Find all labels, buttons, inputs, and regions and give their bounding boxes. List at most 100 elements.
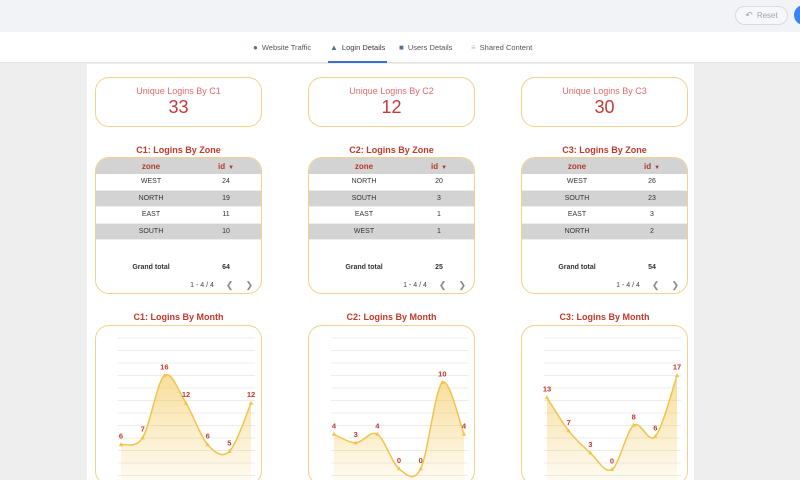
data-point bbox=[566, 428, 571, 433]
series-area bbox=[334, 382, 464, 480]
chart-title-c2: C2: Logins By Month bbox=[346, 312, 437, 322]
line-chart-c2: 4 3 4 0 0 10 4 bbox=[308, 325, 475, 480]
data-label: 3 bbox=[354, 430, 358, 439]
cell-zone: EAST bbox=[354, 211, 374, 219]
kpi-value: 12 bbox=[381, 97, 402, 117]
cell-id: 11 bbox=[222, 211, 230, 219]
tab-users-details[interactable]: ■ Users Details bbox=[399, 32, 452, 63]
kpi-value: 30 bbox=[594, 97, 615, 117]
line-chart-c3: 13 7 3 0 8 6 17 bbox=[521, 325, 688, 480]
cell-zone: NORTH bbox=[351, 178, 377, 186]
kpi-value: 33 bbox=[168, 97, 189, 117]
data-label: 4 bbox=[332, 421, 337, 430]
column-header-zone[interactable]: zone bbox=[141, 161, 161, 171]
cell-id: 3 bbox=[437, 194, 441, 202]
cell-zone: WEST bbox=[140, 178, 162, 186]
column-header-id[interactable]: id ▼ bbox=[419, 162, 459, 171]
table-row: SOUTH 3 bbox=[309, 190, 474, 207]
cell-id: 23 bbox=[648, 194, 656, 202]
cell-zone: NORTH bbox=[564, 227, 590, 235]
table-row: SOUTH 10 bbox=[96, 223, 261, 240]
data-label: 0 bbox=[397, 456, 401, 465]
tab-website-traffic[interactable]: ● Website Traffic bbox=[253, 32, 311, 63]
data-label: 6 bbox=[206, 432, 210, 441]
kpi-card-c1: Unique Logins By C1 33 bbox=[95, 77, 262, 127]
prev-page-icon[interactable]: ❮ bbox=[225, 280, 234, 290]
pager-range: 1 - 4 / 4 bbox=[403, 282, 427, 289]
data-label: 6 bbox=[119, 432, 123, 441]
next-page-icon[interactable]: ❯ bbox=[245, 280, 253, 290]
table-row: WEST 24 bbox=[96, 174, 261, 191]
cell-id: 2 bbox=[650, 227, 654, 235]
grand-total-value: 25 bbox=[435, 264, 443, 271]
cell-zone: SOUTH bbox=[351, 194, 377, 202]
column-header-id[interactable]: id ▼ bbox=[632, 162, 672, 171]
cell-zone: WEST bbox=[566, 178, 588, 186]
data-point bbox=[440, 380, 445, 384]
table-row: EAST 1 bbox=[309, 207, 474, 224]
column-header-id-label: id bbox=[217, 161, 226, 171]
sort-desc-icon: ▼ bbox=[228, 164, 235, 171]
tab-shared-content[interactable]: ≡ Shared Content bbox=[471, 32, 532, 63]
data-point bbox=[461, 431, 467, 436]
data-label: 0 bbox=[419, 456, 423, 465]
data-point bbox=[588, 450, 593, 455]
table-row: EAST 3 bbox=[522, 207, 687, 224]
kpi-card-c2: Unique Logins By C2 12 bbox=[308, 77, 475, 127]
chart-plot-c1: 6 7 16 12 6 5 12 bbox=[118, 337, 255, 480]
prev-page-icon[interactable]: ❮ bbox=[438, 280, 447, 290]
tab-label: Login Details bbox=[341, 43, 386, 52]
reset-button[interactable]: ↶ Reset bbox=[735, 6, 788, 25]
data-point bbox=[375, 431, 380, 436]
tab-label: Shared Content bbox=[479, 43, 533, 52]
cell-zone: SOUTH bbox=[138, 227, 164, 235]
kpi-label: Unique Logins By C1 bbox=[136, 86, 221, 96]
data-point bbox=[248, 400, 254, 405]
table-row: WEST 26 bbox=[522, 174, 687, 191]
data-label: 7 bbox=[567, 418, 571, 427]
grand-total-row: Grand total 54 bbox=[522, 264, 687, 271]
table-pager: 1 - 4 / 4 ❮ ❯ bbox=[522, 280, 687, 291]
series-area bbox=[547, 375, 677, 480]
column-header-zone[interactable]: zone bbox=[567, 161, 587, 171]
table-header: zone id ▼ bbox=[309, 158, 474, 174]
cell-zone: EAST bbox=[141, 211, 161, 219]
data-point bbox=[631, 422, 636, 427]
grand-total-row: Grand total 64 bbox=[96, 264, 261, 271]
data-label: 8 bbox=[632, 412, 636, 421]
table-header: zone id ▼ bbox=[96, 158, 261, 174]
column-header-id-label: id bbox=[643, 161, 652, 171]
next-page-icon[interactable]: ❯ bbox=[671, 280, 679, 290]
data-point bbox=[205, 442, 210, 447]
cell-id: 1 bbox=[437, 211, 441, 219]
column-header-id[interactable]: id ▼ bbox=[206, 162, 246, 171]
table-header: zone id ▼ bbox=[522, 158, 687, 174]
data-point bbox=[140, 435, 145, 440]
zone-table-c3: zone id ▼ WEST 26 SOUTH 23 EAST 3 NORTH 2 Gra… bbox=[521, 157, 688, 294]
kpi-card-c3: Unique Logins By C3 30 bbox=[521, 77, 688, 127]
data-point bbox=[227, 449, 232, 453]
sort-desc-icon: ▼ bbox=[654, 164, 661, 171]
table-row: WEST 1 bbox=[309, 223, 474, 240]
pager-range: 1 - 4 / 4 bbox=[190, 282, 214, 289]
prev-page-icon[interactable]: ❮ bbox=[651, 280, 660, 290]
avatar[interactable] bbox=[794, 5, 800, 25]
column-header-zone[interactable]: zone bbox=[354, 161, 374, 171]
data-point bbox=[544, 395, 550, 400]
page-tabs: ● Website Traffic ▲ Login Details ■ User… bbox=[0, 32, 800, 63]
cell-zone: EAST bbox=[567, 211, 587, 219]
data-label: 7 bbox=[141, 425, 145, 434]
next-page-icon[interactable]: ❯ bbox=[458, 280, 466, 290]
data-label: 4 bbox=[375, 421, 380, 430]
table-row: EAST 11 bbox=[96, 207, 261, 224]
tab-login-details[interactable]: ▲ Login Details bbox=[327, 32, 388, 63]
undo-icon: ↶ bbox=[745, 10, 753, 20]
reset-label: Reset bbox=[756, 11, 778, 20]
globe-icon: ● bbox=[253, 43, 258, 52]
data-label: 3 bbox=[588, 440, 592, 449]
kpi-label: Unique Logins By C2 bbox=[349, 86, 434, 96]
data-point bbox=[418, 466, 423, 471]
data-label: 16 bbox=[160, 363, 168, 372]
chart-title-c1: C1: Logins By Month bbox=[133, 312, 224, 322]
grand-total-value: 64 bbox=[222, 264, 230, 271]
